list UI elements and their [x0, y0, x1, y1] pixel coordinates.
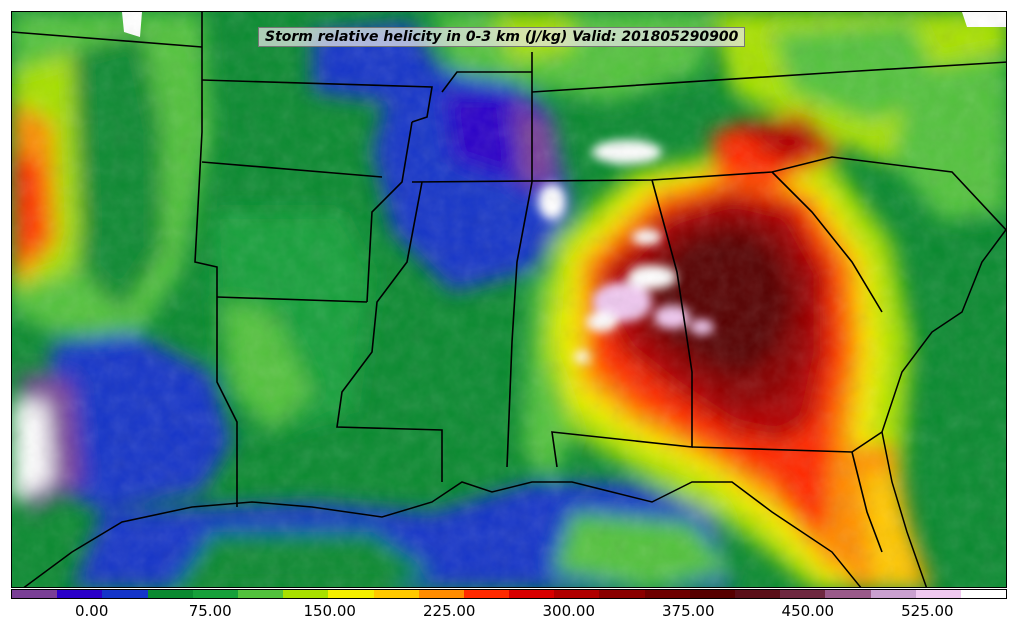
colorbar-tick-label: 150.00 — [303, 602, 356, 620]
map-canvas — [12, 12, 1006, 587]
colorbar-swatch — [192, 590, 238, 598]
helicity-map: Storm relative helicity in 0-3 km (J/kg)… — [11, 11, 1007, 588]
colorbar-swatch — [418, 590, 464, 598]
colorbar-swatch — [825, 590, 871, 598]
colorbar-swatch — [373, 590, 419, 598]
colorbar-swatch — [735, 590, 781, 598]
colorbar-tick-label: 75.00 — [188, 602, 232, 620]
colorbar-swatch — [509, 590, 555, 598]
colorbar-tick-label: 375.00 — [662, 602, 715, 620]
colorbar-swatch — [147, 590, 193, 598]
colorbar-tick-label: 300.00 — [542, 602, 596, 620]
colorbar-swatch — [57, 590, 103, 598]
colorbar-swatch — [463, 590, 510, 598]
colorbar-swatch — [599, 590, 645, 598]
map-title: Storm relative helicity in 0-3 km (J/kg)… — [258, 27, 746, 47]
colorbar-swatch — [960, 590, 1007, 598]
colorbar-swatch — [554, 590, 600, 598]
colorbar-ticks: 0.00 75.00 150.00 225.00 300.00 375.00 450.00 5… — [11, 602, 1007, 624]
colorbar-swatch — [328, 590, 374, 598]
colorbar-swatch — [915, 590, 961, 598]
colorbar-swatch — [780, 590, 826, 598]
colorbar-tick-label: 0.00 — [74, 602, 109, 620]
colorbar-swatch — [644, 590, 690, 598]
colorbar-tick-label: 450.00 — [781, 602, 835, 620]
colorbar-swatch — [12, 590, 58, 598]
colorbar-swatch — [870, 590, 916, 598]
colorbar-swatch — [102, 590, 148, 598]
colorbar-swatch — [283, 590, 329, 598]
colorbar-swatch — [689, 590, 735, 598]
colorbar-swatch — [237, 590, 284, 598]
state-borders — [12, 12, 1006, 553]
colorbar — [11, 589, 1007, 599]
coastlines — [23, 228, 1006, 587]
colorbar-tick-label: 525.00 — [901, 602, 954, 620]
colorbar-tick-label: 225.00 — [422, 602, 476, 620]
